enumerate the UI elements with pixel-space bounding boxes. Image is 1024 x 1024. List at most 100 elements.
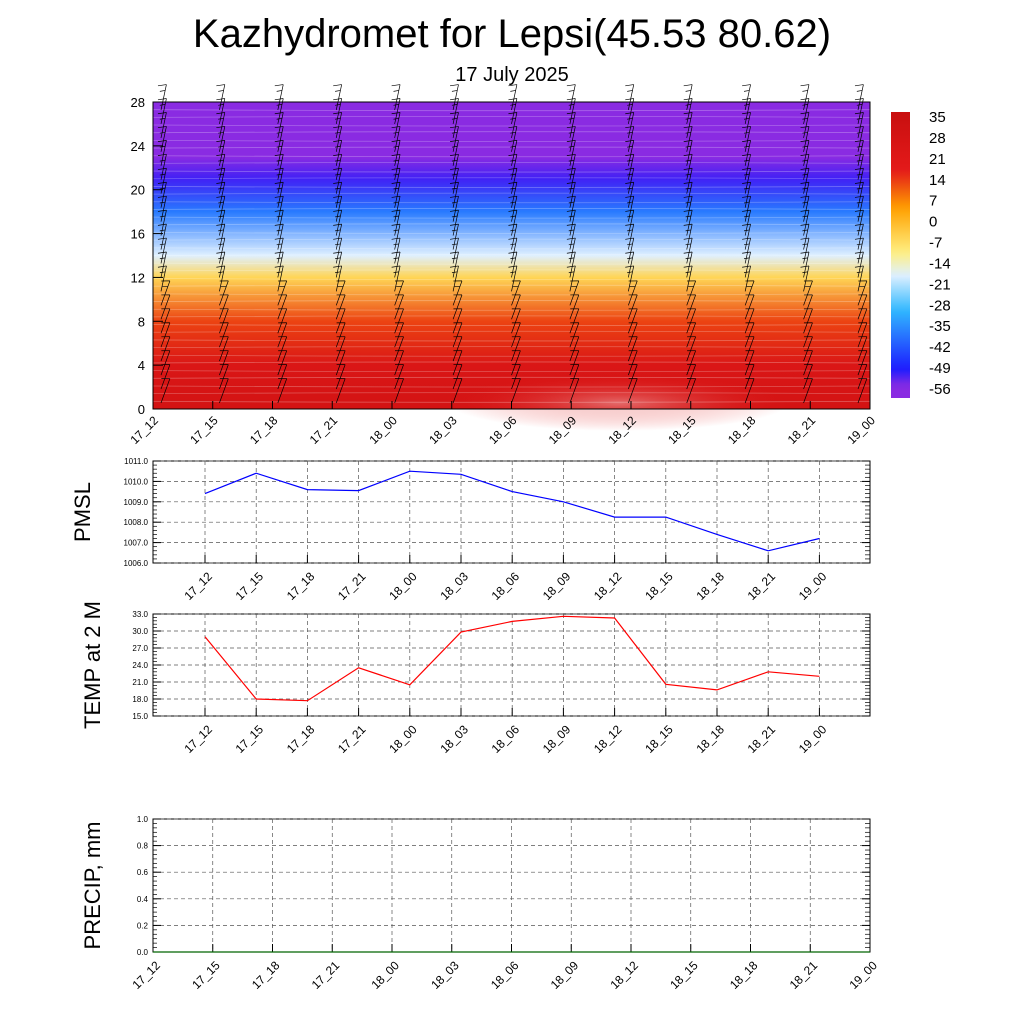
wind-barb <box>742 167 751 194</box>
wind-barb <box>160 350 171 376</box>
wind-barb <box>742 140 751 166</box>
wind-barb <box>566 140 576 166</box>
wind-barb <box>686 280 696 306</box>
wind-barb <box>800 251 810 278</box>
wind-barb <box>566 251 576 278</box>
wind-barb <box>628 322 638 348</box>
x-tick-label: 17_12 <box>181 722 215 756</box>
wind-barb <box>683 112 693 138</box>
x-tick-label: 18_18 <box>693 722 727 756</box>
wind-barb <box>511 336 521 362</box>
y-tick-label: 1.0 <box>137 815 149 824</box>
wind-barb <box>744 350 755 376</box>
y-tick-label: 4 <box>138 358 145 373</box>
colorbar-label: 35 <box>929 109 946 126</box>
wind-barb <box>508 209 518 236</box>
contour-line <box>152 155 871 158</box>
wind-barb <box>274 153 284 180</box>
wind-barb <box>683 84 693 111</box>
wind-barb <box>335 364 346 390</box>
wind-barb <box>391 237 401 264</box>
wind-barb <box>800 209 810 236</box>
wind-barb <box>566 167 576 194</box>
wind-barb <box>274 195 284 222</box>
wind-barb <box>628 308 638 334</box>
x-tick-label: 17_12 <box>181 569 215 603</box>
wind-barb <box>216 153 226 180</box>
wind-barb <box>157 98 167 125</box>
contour-line <box>152 208 871 210</box>
wind-barb <box>216 112 226 138</box>
contour-line <box>152 216 871 219</box>
wind-barb <box>569 294 580 320</box>
wind-barb <box>800 98 810 125</box>
wind-barb <box>569 308 580 334</box>
wind-barb <box>157 237 167 264</box>
wind-barb <box>508 126 518 152</box>
wind-barb <box>216 181 226 208</box>
contour-line <box>152 278 871 280</box>
wind-barb <box>160 378 171 404</box>
y-tick-label: 0.4 <box>137 895 149 904</box>
x-tick-label: 18_18 <box>727 958 761 992</box>
wind-barb <box>628 280 638 306</box>
wind-barb <box>854 195 864 222</box>
wind-barb <box>854 167 864 194</box>
wind-barb <box>566 237 576 264</box>
wind-barb <box>335 378 346 404</box>
y-tick-label: 1009.0 <box>124 498 149 507</box>
y-tick-label: 30.0 <box>132 627 148 636</box>
wind-barb <box>449 223 459 250</box>
wind-barb <box>742 84 751 111</box>
precip-panel: 0.0 0.2 0.4 0.6 0.8 1.0 17_12 17_15 17_18 17_21 18… <box>80 815 880 992</box>
wind-barb <box>742 265 751 292</box>
wind-barb <box>566 209 576 236</box>
wind-barb <box>508 195 518 222</box>
wind-barb <box>686 308 696 334</box>
x-tick-label: 18_21 <box>787 958 821 992</box>
wind-barb <box>391 84 401 111</box>
wind-barb <box>625 195 635 222</box>
wind-barb <box>625 140 635 166</box>
wind-barb <box>274 223 284 250</box>
contour-line <box>152 284 871 287</box>
wind-barb <box>803 378 813 404</box>
colorbar-label: -42 <box>929 339 951 356</box>
wind-barb <box>508 181 518 208</box>
y-tick-label: 1010.0 <box>124 477 149 486</box>
wind-barb <box>800 167 810 194</box>
wind-barb <box>625 84 635 111</box>
chart-title: Kazhydromet for Lepsi(45.53 80.62) <box>192 12 832 56</box>
wind-barb <box>160 280 171 306</box>
wind-barb <box>160 322 171 348</box>
contour-line <box>152 162 871 164</box>
wind-barb <box>274 140 284 166</box>
wind-barb <box>216 84 226 111</box>
y-tick-label: 1008.0 <box>124 518 149 527</box>
wind-barb <box>800 126 810 152</box>
wind-barb <box>508 153 518 180</box>
wind-barb <box>449 112 459 138</box>
surface-warm-area <box>449 375 790 431</box>
wind-barb <box>219 350 229 376</box>
wind-barb <box>449 153 459 180</box>
wind-barb <box>452 294 463 320</box>
y-tick-label: 24.0 <box>132 661 148 670</box>
wind-barb <box>391 265 401 292</box>
wind-barb <box>452 308 463 334</box>
wind-barb <box>394 336 404 362</box>
contour-line <box>152 115 871 118</box>
x-tick-label: 18_03 <box>437 722 471 756</box>
wind-barb <box>857 280 868 306</box>
wind-barb <box>452 322 463 348</box>
y-tick-label: 27.0 <box>132 644 148 653</box>
wind-barb <box>628 364 638 390</box>
wind-barb <box>391 153 401 180</box>
x-tick-label: 19_00 <box>846 958 880 992</box>
wind-barb <box>219 378 229 404</box>
x-tick-label: 18_12 <box>591 722 625 756</box>
x-tick-label: 18_21 <box>745 569 779 603</box>
wind-barb <box>625 181 635 208</box>
wind-barb <box>157 181 167 208</box>
wind-barb <box>686 378 696 404</box>
